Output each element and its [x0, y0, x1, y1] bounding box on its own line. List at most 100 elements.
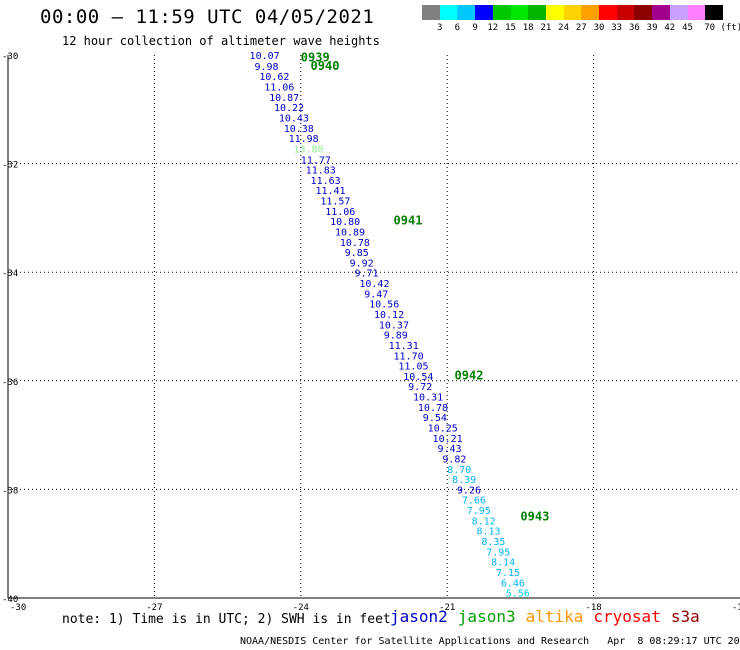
wave-height-label: 10.21	[433, 434, 463, 445]
lat-tick-label: -32	[2, 161, 18, 171]
wave-height-label: 10.38	[284, 124, 314, 135]
lat-tick-label: -40	[2, 595, 18, 605]
colorbar-swatch	[652, 5, 671, 20]
wave-height-label: 10.87	[269, 93, 299, 104]
lat-tick-label: -30	[2, 52, 18, 62]
colorbar-swatch	[581, 5, 600, 20]
colorbar-swatch	[616, 5, 635, 20]
wave-height-label: 9.89	[384, 331, 408, 342]
lon-tick-label: -24	[293, 603, 309, 613]
wave-height-label: 11.98	[289, 134, 319, 145]
wave-height-label: 11.06	[264, 82, 294, 93]
wave-height-label: 10.42	[359, 279, 389, 290]
wave-height-label: 10.22	[274, 103, 304, 114]
wave-height-label: 11.41	[315, 186, 345, 197]
lat-tick-label: -34	[2, 269, 18, 279]
wave-height-label: 10.25	[428, 423, 458, 434]
colorbar-label: 15	[505, 23, 516, 33]
lat-tick-label: -36	[2, 378, 18, 388]
colorbar-swatch	[687, 5, 706, 20]
colorbar-swatch	[457, 5, 476, 20]
lon-tick-label: -15	[732, 603, 740, 613]
colorbar-swatch	[563, 5, 582, 20]
wave-height-label: 11.57	[320, 197, 350, 208]
colorbar-swatch	[528, 5, 547, 20]
wave-height-label: 8.35	[481, 537, 505, 548]
lon-tick-label: -18	[585, 603, 601, 613]
wave-height-label: 7.15	[496, 568, 520, 579]
colorbar-swatch	[492, 5, 511, 20]
wave-height-label: 9.47	[364, 289, 388, 300]
colorbar-swatch	[634, 5, 653, 20]
colorbar-label: 70 (ft)	[704, 23, 740, 33]
wave-height-label: 11.83	[306, 166, 336, 177]
colorbar-label: 45	[682, 23, 693, 33]
wave-height-label: 9.98	[254, 62, 278, 73]
wave-height-label: 11.06	[325, 207, 355, 218]
wave-height-label: 11.05	[398, 362, 428, 373]
wave-height-label: 9.82	[442, 454, 466, 465]
colorbar-label: 33	[611, 23, 623, 33]
wave-height-label: 13.80	[293, 144, 323, 155]
pass-number-label: 0943	[520, 510, 549, 524]
wave-height-label: 7.66	[462, 496, 486, 507]
wave-height-label: 10.07	[250, 51, 280, 62]
satellite-name-altika: altika	[525, 607, 584, 626]
page-subtitle: 12 hour collection of altimeter wave hei…	[62, 34, 380, 48]
lon-tick-label: -30	[10, 603, 26, 613]
wave-height-label: 8.70	[447, 465, 471, 476]
lat-tick-label: -38	[2, 486, 18, 496]
lon-tick-label: -21	[439, 603, 455, 613]
pass-number-label: 0941	[394, 214, 423, 228]
colorbar-label: 30	[593, 23, 605, 33]
colorbar-swatch	[705, 5, 724, 20]
colorbar-label: 6	[454, 23, 461, 33]
credit-footer: NOAA/NESDIS Center for Satellite Applica…	[240, 636, 740, 647]
wave-height-label: 10.89	[335, 227, 365, 238]
colorbar-label: 9	[472, 23, 478, 33]
colorbar-swatch	[599, 5, 618, 20]
wave-height-label: 10.56	[369, 300, 399, 311]
wave-height-label: 10.43	[279, 113, 309, 124]
satellite-name-cryosat: cryosat	[593, 607, 661, 626]
colorbar-label: 36	[628, 23, 640, 33]
pass-number-label: 0940	[311, 59, 340, 73]
wave-height-label: 8.14	[491, 558, 515, 569]
wave-height-label: 9.26	[457, 485, 481, 496]
colorbar-label: 18	[522, 23, 534, 33]
wave-height-label: 8.13	[476, 527, 500, 538]
wave-height-label: 9.71	[354, 269, 378, 280]
colorbar-label: 3	[436, 23, 443, 33]
satellite-name-jason3: jason3	[457, 607, 516, 626]
wave-height-label: 9.43	[437, 444, 461, 455]
wave-height-label: 10.12	[374, 310, 404, 321]
wave-height-label: 9.72	[408, 382, 432, 393]
wave-height-label: 10.54	[403, 372, 433, 383]
wave-height-label: 7.95	[486, 547, 510, 558]
colorbar-swatch	[439, 5, 458, 20]
colorbar-label: 42	[664, 23, 676, 33]
pass-number-label: 0939	[301, 51, 330, 65]
lon-tick-label: -27	[146, 603, 162, 613]
wave-height-label: 10.62	[259, 72, 289, 83]
wave-height-label: 8.39	[452, 475, 476, 486]
colorbar-swatch	[669, 5, 688, 20]
satellite-name-s3a: s3a	[670, 607, 700, 626]
satellite-legend: jason2 jason3 altika cryosat s3a	[390, 607, 710, 626]
wave-height-label: 9.92	[350, 258, 374, 269]
wave-height-label: 11.77	[301, 155, 331, 166]
satellite-name-jason2: jason2	[390, 607, 448, 626]
wave-height-label: 9.85	[345, 248, 369, 259]
colorbar-swatch	[545, 5, 565, 20]
wave-height-label: 5.56	[506, 589, 530, 600]
colorbar-label: 21	[540, 23, 552, 33]
colorbar-label: 24	[558, 23, 570, 33]
wave-height-label: 11.63	[311, 176, 341, 187]
footnote: note: 1) Time is in UTC; 2) SWH is in fe…	[62, 612, 391, 627]
wave-height-label: 10.80	[330, 217, 360, 228]
colorbar-swatch	[475, 5, 494, 20]
wave-height-label: 6.46	[501, 578, 525, 589]
wave-height-label: 10.78	[340, 238, 370, 249]
page-title: 00:00 – 11:59 UTC 04/05/2021	[40, 6, 375, 28]
colorbar-label: 12	[487, 23, 499, 33]
